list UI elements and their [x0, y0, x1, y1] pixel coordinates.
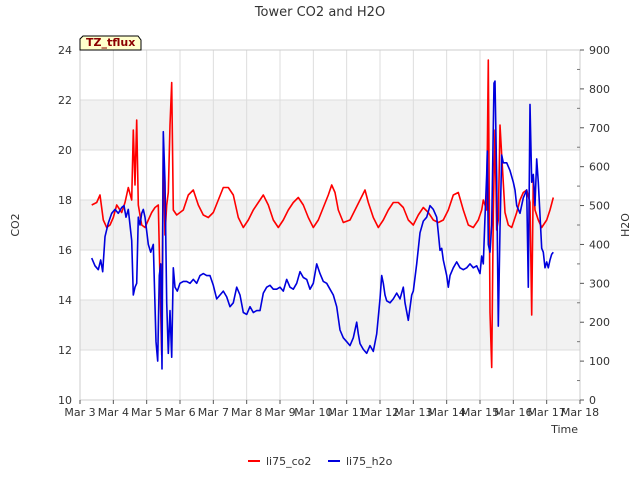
station-badge: TZ_tflux — [79, 35, 142, 51]
x-tick-label: Mar 12 — [361, 406, 399, 419]
x-tick-label: Mar 3 — [64, 406, 95, 419]
y-left-tick-label: 10 — [58, 394, 72, 407]
x-tick-label: Mar 11 — [328, 406, 366, 419]
y-right-tick-label: 300 — [589, 277, 610, 290]
legend: li75_co2 li75_h2o — [248, 455, 393, 468]
chart-title: Tower CO2 and H2O — [254, 5, 385, 20]
y-left-tick-label: 14 — [58, 294, 72, 307]
x-tick-label: Mar 15 — [461, 406, 499, 419]
y-axis-right-title: H2O — [619, 213, 632, 237]
x-tick-label: Mar 18 — [561, 406, 599, 419]
y-right-tick-label: 600 — [589, 161, 610, 174]
y-right-tick-label: 0 — [589, 394, 596, 407]
x-tick-label: Mar 14 — [428, 406, 466, 419]
badge-label: TZ_tflux — [86, 36, 135, 49]
y-left-tick-label: 16 — [58, 244, 72, 257]
x-tick-label: Mar 5 — [131, 406, 162, 419]
x-tick-label: Mar 16 — [494, 406, 532, 419]
background-band — [80, 300, 580, 350]
y-left-tick-label: 20 — [58, 144, 72, 157]
series-line-li75_co2 — [91, 59, 555, 369]
x-tick-label: Mar 9 — [264, 406, 295, 419]
y-right-tick-label: 500 — [589, 200, 610, 213]
x-tick-label: Mar 6 — [164, 406, 195, 419]
badge-box — [79, 35, 142, 51]
y-left-tick-label: 24 — [58, 44, 72, 57]
x-tick-label: Mar 4 — [98, 406, 129, 419]
x-tick-label: Mar 7 — [198, 406, 229, 419]
background-band — [80, 100, 580, 150]
y-axis-left-title: CO2 — [9, 213, 22, 236]
y-left-tick-label: 18 — [58, 194, 72, 207]
legend-label-li75_co2: li75_co2 — [266, 455, 311, 468]
x-tick-label: Mar 10 — [294, 406, 332, 419]
legend-label-li75_h2o: li75_h2o — [346, 455, 393, 468]
y-right-tick-label: 700 — [589, 122, 610, 135]
y-right-tick-label: 400 — [589, 238, 610, 251]
x-tick-label: Mar 8 — [231, 406, 262, 419]
series-line-li75_h2o — [90, 80, 554, 370]
y-right-tick-label: 900 — [589, 44, 610, 57]
y-right-tick-label: 200 — [589, 316, 610, 329]
x-axis-title: Time — [550, 423, 578, 436]
y-left-tick-label: 12 — [58, 344, 72, 357]
x-tick-label: Mar 13 — [394, 406, 432, 419]
x-tick-label: Mar 17 — [528, 406, 566, 419]
series-layer — [90, 59, 555, 370]
y-right-tick-label: 800 — [589, 83, 610, 96]
y-left-tick-label: 22 — [58, 94, 72, 107]
y-right-tick-label: 100 — [589, 355, 610, 368]
